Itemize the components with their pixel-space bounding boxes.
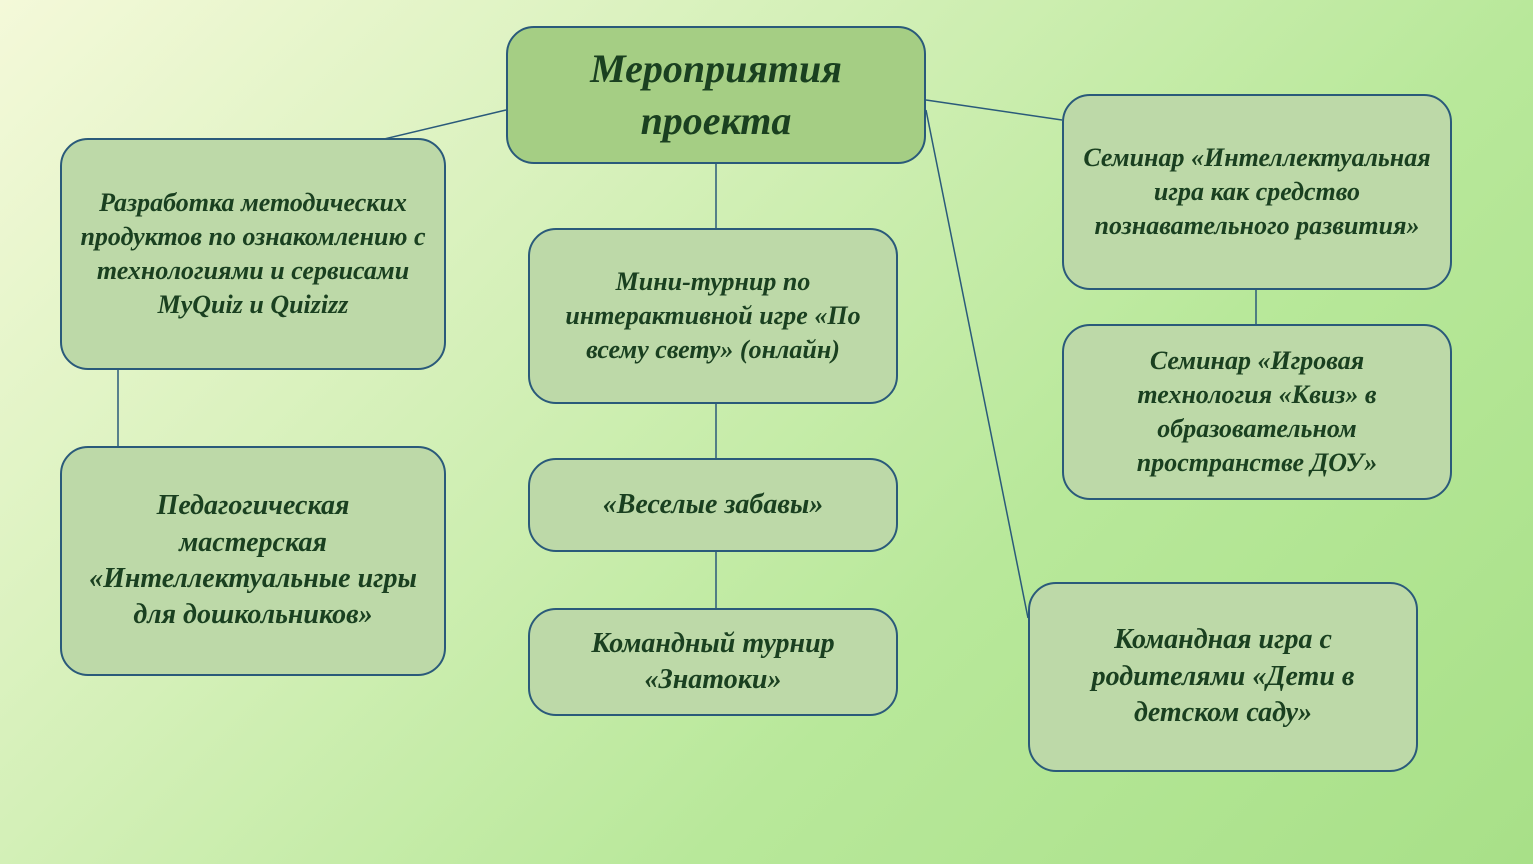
- diagram-node: Командная игра с родителями «Дети в детс…: [1028, 582, 1418, 772]
- root-label: Мероприятия проекта: [526, 43, 906, 147]
- diagram-node: Семинар «Игровая технология «Квиз» в обр…: [1062, 324, 1452, 500]
- node-label: Командный турнир «Знатоки»: [548, 626, 878, 699]
- node-label: Семинар «Интеллектуальная игра как средс…: [1082, 141, 1432, 242]
- node-label: Разработка методических продуктов по озн…: [80, 186, 426, 321]
- diagram-node: Педагогическая мастерская «Интеллектуаль…: [60, 446, 446, 676]
- node-label: «Веселые забавы»: [603, 487, 824, 523]
- diagram-node: Семинар «Интеллектуальная игра как средс…: [1062, 94, 1452, 290]
- diagram-node: Командный турнир «Знатоки»: [528, 608, 898, 716]
- root-node: Мероприятия проекта: [506, 26, 926, 164]
- connector-line: [926, 100, 1062, 120]
- connector-line: [380, 110, 506, 140]
- node-label: Мини-турнир по интерактивной игре «По вс…: [548, 265, 878, 366]
- node-label: Командная игра с родителями «Дети в детс…: [1048, 622, 1398, 731]
- node-label: Семинар «Игровая технология «Квиз» в обр…: [1082, 344, 1432, 479]
- node-label: Педагогическая мастерская «Интеллектуаль…: [80, 488, 426, 634]
- diagram-node: Мини-турнир по интерактивной игре «По вс…: [528, 228, 898, 404]
- diagram-node: «Веселые забавы»: [528, 458, 898, 552]
- connector-line: [926, 110, 1028, 618]
- diagram-node: Разработка методических продуктов по озн…: [60, 138, 446, 370]
